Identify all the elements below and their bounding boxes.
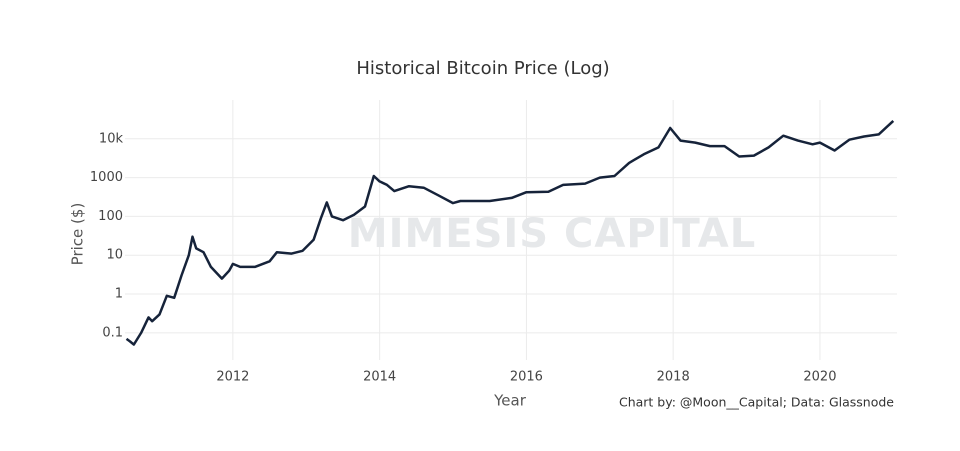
x-tick-label: 2018 (657, 370, 690, 385)
price-line (125, 119, 895, 346)
x-tick-label: 2012 (216, 370, 249, 385)
x-tick-label: 2020 (803, 370, 836, 385)
x-axis-title: Year (493, 392, 527, 410)
y-tick-label: 10 (106, 248, 123, 263)
y-axis-title: Price ($) (69, 203, 87, 266)
source-note: Chart by: @Moon__Capital; Data: Glassnod… (619, 395, 894, 410)
x-tick-label: 2014 (363, 370, 396, 385)
y-tick-label: 1 (115, 287, 123, 302)
y-tick-label: 0.1 (102, 325, 123, 340)
x-tick-label: 2016 (510, 370, 543, 385)
y-tick-label: 100 (98, 209, 123, 224)
y-tick-label: 1000 (90, 170, 123, 185)
watermark: MIMESIS CAPITAL (348, 211, 756, 257)
chart-title: Historical Bitcoin Price (Log) (356, 58, 609, 79)
y-tick-label: 10k (99, 131, 124, 146)
